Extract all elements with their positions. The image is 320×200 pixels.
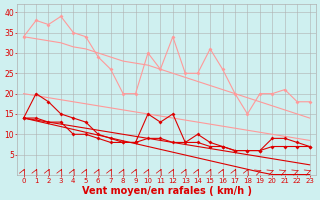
X-axis label: Vent moyen/en rafales ( km/h ): Vent moyen/en rafales ( km/h ) — [82, 186, 252, 196]
